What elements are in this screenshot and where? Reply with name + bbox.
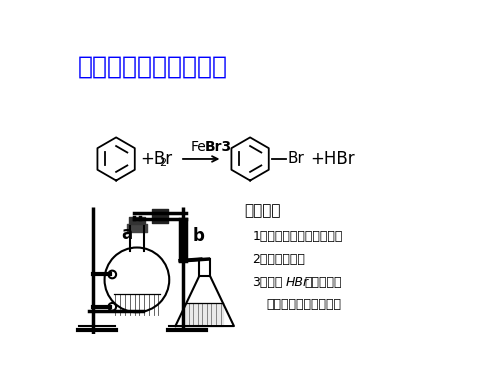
Text: 2、不用加热；: 2、不用加热； [252, 253, 306, 266]
Text: 的导管不能: 的导管不能 [304, 276, 342, 289]
Text: Br3: Br3 [204, 140, 232, 154]
Text: HBr: HBr [286, 276, 308, 289]
Text: +Br: +Br [141, 150, 173, 168]
Text: Br: Br [287, 152, 304, 166]
Text: 实验室制取溴苯及提纯: 实验室制取溴苯及提纯 [78, 54, 228, 78]
Text: 伸入水中，防止倒吸。: 伸入水中，防止倒吸。 [266, 297, 342, 310]
Text: 2: 2 [159, 158, 166, 168]
Text: 1、用液溴，不能用溴水；: 1、用液溴，不能用溴水； [252, 230, 343, 243]
Text: Fe: Fe [190, 140, 206, 154]
Text: 注意事项: 注意事项 [244, 203, 281, 218]
Text: 3、吸收: 3、吸收 [252, 276, 283, 289]
Text: a: a [122, 225, 132, 243]
Text: b: b [192, 227, 204, 245]
Text: +HBr: +HBr [310, 150, 355, 168]
